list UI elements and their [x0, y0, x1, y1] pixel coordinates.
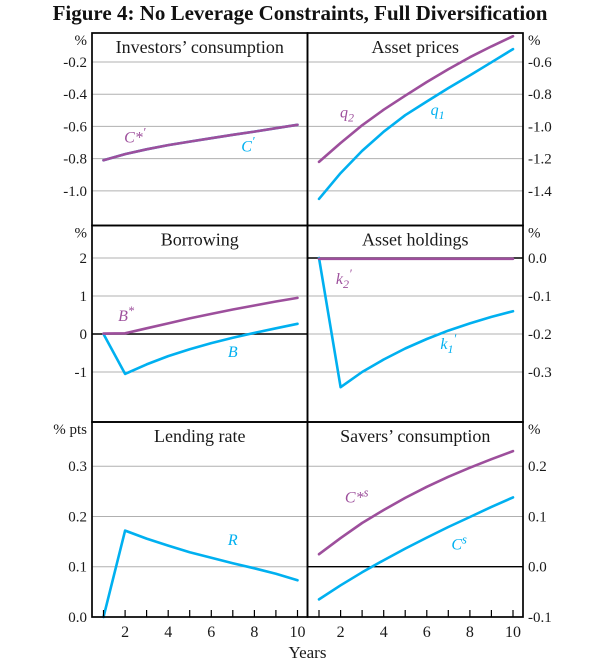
panel-title: Asset holdings: [362, 230, 469, 250]
axis-tick-label: 0.0: [528, 251, 547, 267]
panel-title: Lending rate: [154, 426, 245, 446]
axis-tick-label: -1.0: [528, 119, 552, 135]
panel-title: Savers’ consumption: [340, 426, 490, 446]
figure-title: Figure 4: No Leverage Constraints, Full …: [52, 1, 548, 25]
series-label-C-prime: C′: [241, 134, 255, 155]
series-label-q1: q1: [431, 102, 445, 122]
axis-tick-label: 0: [80, 327, 88, 343]
axis-tick-label: -1: [75, 365, 88, 381]
x-tick-label: 2: [337, 624, 345, 641]
axis-tick-label: -1.2: [528, 152, 552, 168]
axis-tick-label: -0.1: [528, 610, 552, 626]
panel-title: Borrowing: [161, 230, 239, 250]
x-tick-label: 4: [380, 624, 388, 641]
series-line-B-star: [102, 296, 299, 335]
panel-borrowing: Borrowing% 2 1 0 -1 B B*: [75, 224, 309, 423]
panel-asset-prices: Asset prices % -0.6 -0.8 -1.0 -1.2 -1.4 q1 q2: [306, 32, 552, 227]
axis-tick-label: 0.1: [528, 510, 547, 526]
axis-tick-label: -0.6: [63, 119, 87, 135]
series-line-C-star-prime: [102, 123, 299, 162]
axis-unit-label: %: [528, 226, 541, 242]
axis-unit-label: %: [528, 422, 541, 438]
axis-tick-label: 2: [80, 251, 88, 267]
axis-tick-label: 0.0: [68, 610, 87, 626]
axis-tick-label: -0.6: [528, 55, 552, 71]
series-label-C-star-prime: C*′: [124, 126, 146, 147]
axis-tick-label: 0.2: [68, 510, 87, 526]
axis-tick-label: -1.0: [63, 184, 87, 200]
axis-unit-label: % pts: [53, 422, 87, 438]
axis-tick-label: 0.2: [528, 459, 547, 475]
x-axis-title: Years: [288, 643, 327, 662]
series-label-B-star: B*: [118, 304, 135, 325]
axis-tick-label: -0.8: [528, 87, 552, 103]
panel-border: [306, 224, 524, 423]
panel-asset-holdings: Asset holdings % 0.0 -0.1 -0.2 -0.3 k1′ k2′: [306, 224, 552, 423]
panel-title: Asset prices: [372, 37, 459, 57]
x-tick-label: 4: [164, 624, 172, 641]
series-line-q1: [317, 47, 515, 201]
series-label-q2: q2: [340, 105, 354, 125]
axis-tick-label: 0.1: [68, 560, 87, 576]
x-tick-label: 10: [505, 624, 521, 641]
series-line-q2: [317, 34, 515, 164]
axis-tick-label: -0.4: [63, 87, 87, 103]
x-tick-label: 2: [121, 624, 129, 641]
series-line-C-star-s: [317, 449, 515, 556]
series-line-C-s: [317, 496, 515, 601]
axis-unit-label: %: [75, 33, 88, 49]
axis-tick-label: -0.2: [63, 55, 87, 71]
series-line-k1-prime: [317, 256, 515, 389]
axis-tick-label: -0.8: [63, 152, 87, 168]
series-label-R: R: [227, 532, 238, 549]
axis-unit-label: %: [528, 33, 541, 49]
axis-tick-label: -0.2: [528, 327, 552, 343]
axis-tick-label: -0.1: [528, 289, 552, 305]
x-tick-label: 6: [423, 624, 431, 641]
axis-tick-label: 0.0: [528, 560, 547, 576]
series-label-k1-prime: k1′: [440, 332, 456, 356]
series-label-C-star-s: C*s: [345, 485, 369, 506]
series-label-C-s: Cs: [451, 533, 467, 554]
x-tick-label: 6: [207, 624, 215, 641]
series-line-R: [102, 529, 299, 619]
axis-unit-label: %: [75, 226, 88, 242]
panel-border: [306, 421, 524, 618]
axis-tick-label: 0.3: [68, 459, 87, 475]
panel-lending-rate: Lending rate % pts 0.3 0.2 0.1 0.0 R: [53, 421, 309, 626]
x-tick-label: 10: [290, 624, 306, 641]
panel-border: [91, 421, 309, 618]
series-line-B: [102, 322, 299, 376]
x-tick-label: 8: [250, 624, 258, 641]
panel-savers-consumption: Savers’ consumption % 0.2 0.1 0.0 -0.1 Cs C*s: [306, 421, 552, 626]
x-tick-label: 8: [466, 624, 474, 641]
panel-investors-consumption: Investors’ consumption% -0.2 -0.4 -0.6 -0.8 -…: [63, 32, 309, 227]
axis-tick-label: 1: [80, 289, 88, 305]
series-label-B: B: [228, 344, 238, 361]
axis-tick-label: -1.4: [528, 184, 552, 200]
axis-tick-label: -0.3: [528, 365, 552, 381]
panel-title: Investors’ consumption: [116, 37, 284, 57]
series-label-k2-prime: k2′: [336, 267, 352, 291]
